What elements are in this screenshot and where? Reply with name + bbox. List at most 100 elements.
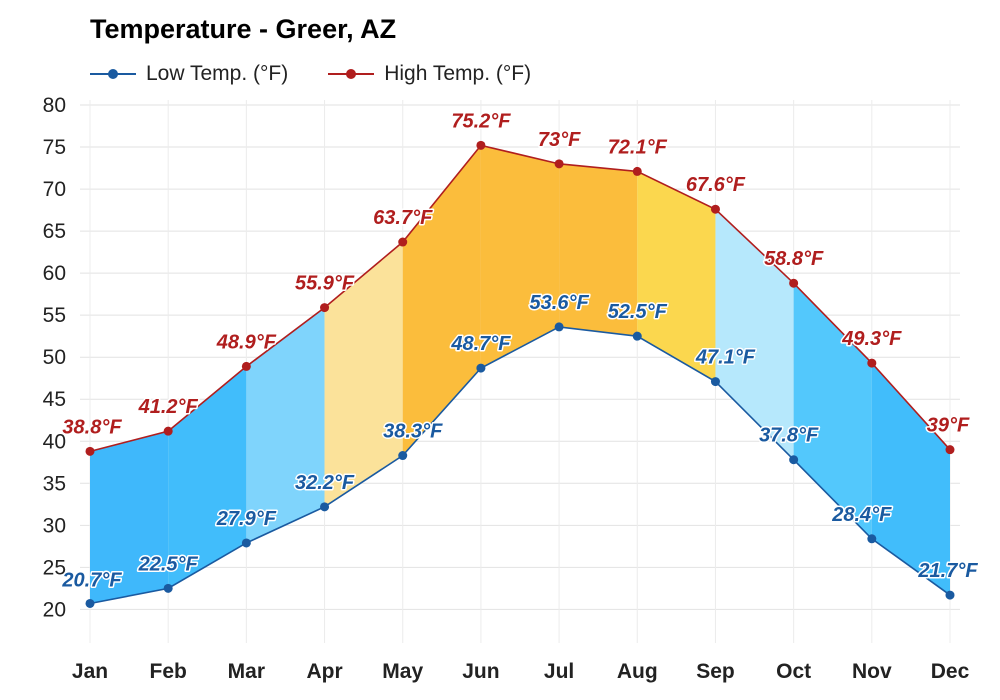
high-label-nov: 49.3°F	[841, 328, 902, 350]
high-point-jun	[476, 140, 486, 150]
y-tick-label-80: 80	[43, 94, 66, 117]
band-may	[402, 145, 481, 456]
high-label-jul: 73°F	[538, 129, 581, 151]
legend-item-high[interactable]: High Temp. (°F)	[328, 62, 531, 86]
y-tick-label-70: 70	[43, 178, 66, 201]
x-tick-label-mar: Mar	[228, 660, 265, 683]
high-temp-line	[89, 144, 951, 453]
high-point-jan	[85, 446, 95, 456]
y-tick-label-55: 55	[43, 304, 66, 327]
high-point-feb	[163, 426, 173, 436]
low-point-may	[398, 451, 408, 461]
x-tick-label-dec: Dec	[931, 660, 970, 683]
x-tick-label-oct: Oct	[776, 660, 811, 683]
high-label-dec: 39°F	[927, 415, 970, 437]
y-tick-label-35: 35	[43, 472, 66, 495]
legend-label-high: High Temp. (°F)	[384, 62, 532, 85]
x-tick-label-jan: Jan	[72, 660, 108, 683]
band-apr	[324, 242, 403, 507]
high-point-aug	[632, 166, 642, 176]
high-point-may	[398, 237, 408, 247]
high-point-jul	[554, 159, 564, 169]
y-tick-label-60: 60	[43, 262, 66, 285]
high-point-apr	[320, 303, 330, 313]
axis-layer: 20 25 30 35 40 45 50 55 60 65 70 75 80 Jan Feb Mar Apr Ma…	[43, 94, 970, 683]
low-label-nov: 28.4°F	[831, 504, 892, 526]
low-label-sep: 47.1°F	[695, 347, 756, 369]
x-tick-label-aug: Aug	[617, 660, 658, 683]
band-oct	[793, 283, 872, 539]
legend-item-low[interactable]: Low Temp. (°F)	[90, 62, 288, 86]
low-point-mar	[241, 538, 251, 548]
low-point-jan	[85, 598, 95, 608]
low-point-sep	[710, 377, 720, 387]
high-label-sep: 67.6°F	[686, 174, 746, 196]
low-label-aug: 52.5°F	[608, 301, 668, 323]
high-point-dec	[945, 445, 955, 455]
band-jul	[559, 163, 638, 337]
legend: Low Temp. (°F) High Temp. (°F)	[90, 60, 531, 88]
low-point-nov	[867, 534, 877, 544]
band-layer	[90, 145, 950, 604]
low-point-oct	[789, 455, 799, 465]
line-layer	[89, 144, 951, 605]
high-label-feb: 41.2°F	[138, 396, 199, 418]
legend-swatch-high	[328, 69, 375, 79]
x-tick-label-jun: Jun	[462, 660, 499, 683]
high-point-sep	[710, 204, 720, 214]
low-point-feb	[163, 583, 173, 593]
x-tick-label-apr: Apr	[306, 660, 342, 683]
point-layer	[85, 140, 955, 608]
y-tick-label-75: 75	[43, 136, 66, 159]
low-label-may: 38.3°F	[383, 421, 443, 443]
y-tick-label-40: 40	[43, 430, 66, 453]
x-tick-label-nov: Nov	[852, 660, 892, 683]
low-label-mar: 27.9°F	[216, 508, 277, 530]
low-label-dec: 21.7°F	[917, 560, 978, 582]
y-tick-label-20: 20	[43, 598, 66, 621]
band-mar	[246, 307, 325, 543]
high-label-apr: 55.9°F	[295, 273, 355, 295]
low-label-apr: 32.2°F	[295, 472, 355, 494]
high-label-may: 63.7°F	[373, 207, 433, 229]
band-jun	[480, 145, 560, 369]
band-sep	[715, 209, 794, 460]
low-point-dec	[945, 590, 955, 600]
high-point-oct	[789, 278, 799, 288]
high-label-jun: 75.2°F	[451, 110, 511, 132]
legend-swatch-low	[90, 69, 136, 79]
y-tick-label-30: 30	[43, 514, 66, 537]
high-label-mar: 48.9°F	[216, 331, 277, 353]
low-point-jun	[476, 363, 486, 373]
low-label-jul: 53.6°F	[530, 292, 590, 314]
low-point-aug	[632, 331, 642, 341]
low-point-apr	[320, 502, 330, 512]
y-tick-label-65: 65	[43, 220, 66, 243]
band-feb	[168, 366, 247, 589]
band-jan	[90, 431, 169, 604]
low-label-jan: 20.7°F	[61, 569, 122, 591]
y-tick-label-25: 25	[43, 556, 66, 579]
low-label-feb: 22.5°F	[138, 553, 199, 575]
low-label-oct: 37.8°F	[759, 425, 819, 447]
high-label-aug: 72.1°F	[608, 136, 668, 158]
y-tick-label-45: 45	[43, 388, 66, 411]
legend-label-low: Low Temp. (°F)	[146, 62, 289, 85]
low-point-jul	[554, 322, 564, 332]
high-point-nov	[867, 358, 877, 368]
high-label-oct: 58.8°F	[764, 248, 824, 270]
band-aug	[637, 171, 716, 382]
y-tick-label-50: 50	[43, 346, 66, 369]
high-point-mar	[241, 361, 251, 371]
low-label-jun: 48.7°F	[450, 333, 511, 355]
chart-title: Temperature - Greer, AZ	[90, 14, 397, 44]
x-tick-label-feb: Feb	[150, 660, 187, 683]
label-layer: 20.7°F 22.5°F 27.9°F 32.2°F 38.3°F 48.7°F 53.6…	[60, 109, 980, 593]
high-label-jan: 38.8°F	[62, 416, 122, 438]
x-tick-label-may: May	[382, 660, 423, 683]
x-tick-label-sep: Sep	[696, 660, 735, 683]
low-temp-line	[89, 326, 951, 605]
band-nov	[871, 363, 950, 596]
x-tick-label-jul: Jul	[544, 660, 574, 683]
